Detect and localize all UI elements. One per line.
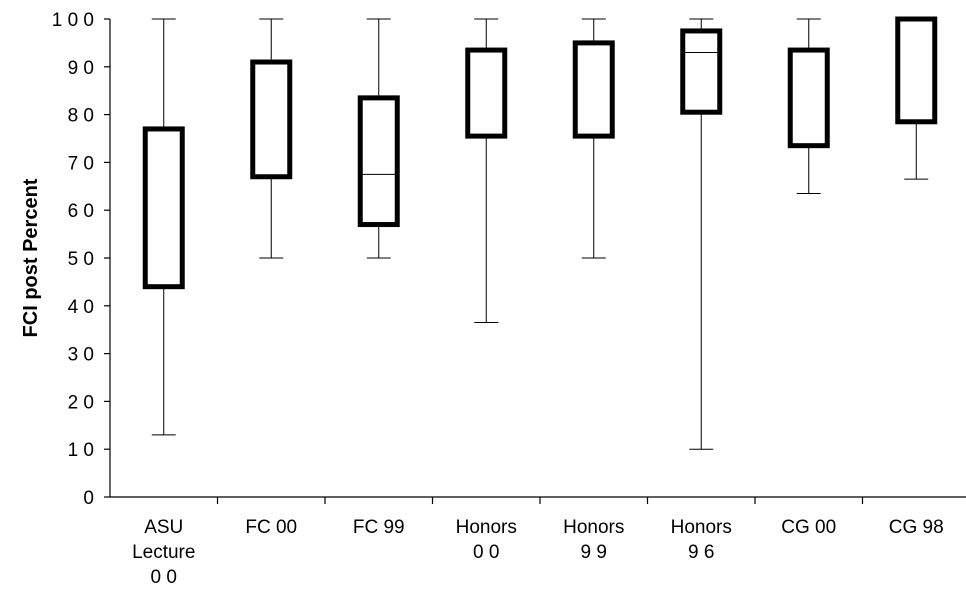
box-item xyxy=(465,18,508,324)
y-tick-label: 8 0 xyxy=(68,106,94,127)
x-tick-label: Honors xyxy=(563,517,624,538)
y-tick-label: 0 xyxy=(83,488,94,509)
y-tick-label: 4 0 xyxy=(68,297,94,318)
box-item xyxy=(680,18,723,450)
x-tick-label: ASU xyxy=(144,517,183,538)
y-tick-label: 9 0 xyxy=(68,58,94,79)
y-tick-label: 5 0 xyxy=(68,249,94,270)
x-tick-label: Lecture xyxy=(132,542,195,563)
x-tick-label: FC 99 xyxy=(353,517,405,538)
box-item xyxy=(895,16,938,180)
x-tick-label: Honors xyxy=(671,517,732,538)
box-iqr xyxy=(680,28,723,115)
x-tick-label: CG 98 xyxy=(889,517,944,538)
box-iqr xyxy=(465,47,508,139)
x-tick-label: 0 0 xyxy=(473,542,499,563)
y-tick-label: 7 0 xyxy=(68,153,94,174)
x-tick-label: FC 00 xyxy=(245,517,297,538)
box-iqr xyxy=(142,126,185,290)
box-iqr xyxy=(357,95,400,228)
x-tick-label: CG 00 xyxy=(781,517,836,538)
box-iqr xyxy=(250,59,293,180)
y-tick-label: 6 0 xyxy=(68,201,94,222)
box-item xyxy=(572,18,615,259)
box-item xyxy=(357,18,400,259)
box-item xyxy=(250,18,293,259)
box-iqr xyxy=(787,47,830,149)
box-series xyxy=(142,16,938,450)
x-tick-label: 0 0 xyxy=(151,567,177,588)
x-tick-label: Honors xyxy=(456,517,517,538)
y-axis-label: FCI post Percent xyxy=(20,178,42,337)
y-axis: 0 1 0 2 0 3 0 4 0 5 0 6 0 7 0 8 0 9 0 1 0 0 xyxy=(52,10,111,509)
x-tick-label: 9 6 xyxy=(688,542,714,563)
box-iqr xyxy=(572,40,615,139)
box-item xyxy=(787,18,830,194)
x-tick-label: 9 9 xyxy=(581,542,607,563)
y-tick-label: 3 0 xyxy=(68,345,94,366)
y-tick-label: 1 0 xyxy=(68,440,94,461)
x-axis: ASU Lecture 0 0 FC 00 FC 99 Honors 0 0 Honors 9 … xyxy=(110,496,966,588)
y-tick-label: 2 0 xyxy=(68,392,94,413)
y-tick-label: 1 0 0 xyxy=(52,10,94,31)
box-item xyxy=(142,18,185,436)
box-iqr xyxy=(895,16,938,125)
